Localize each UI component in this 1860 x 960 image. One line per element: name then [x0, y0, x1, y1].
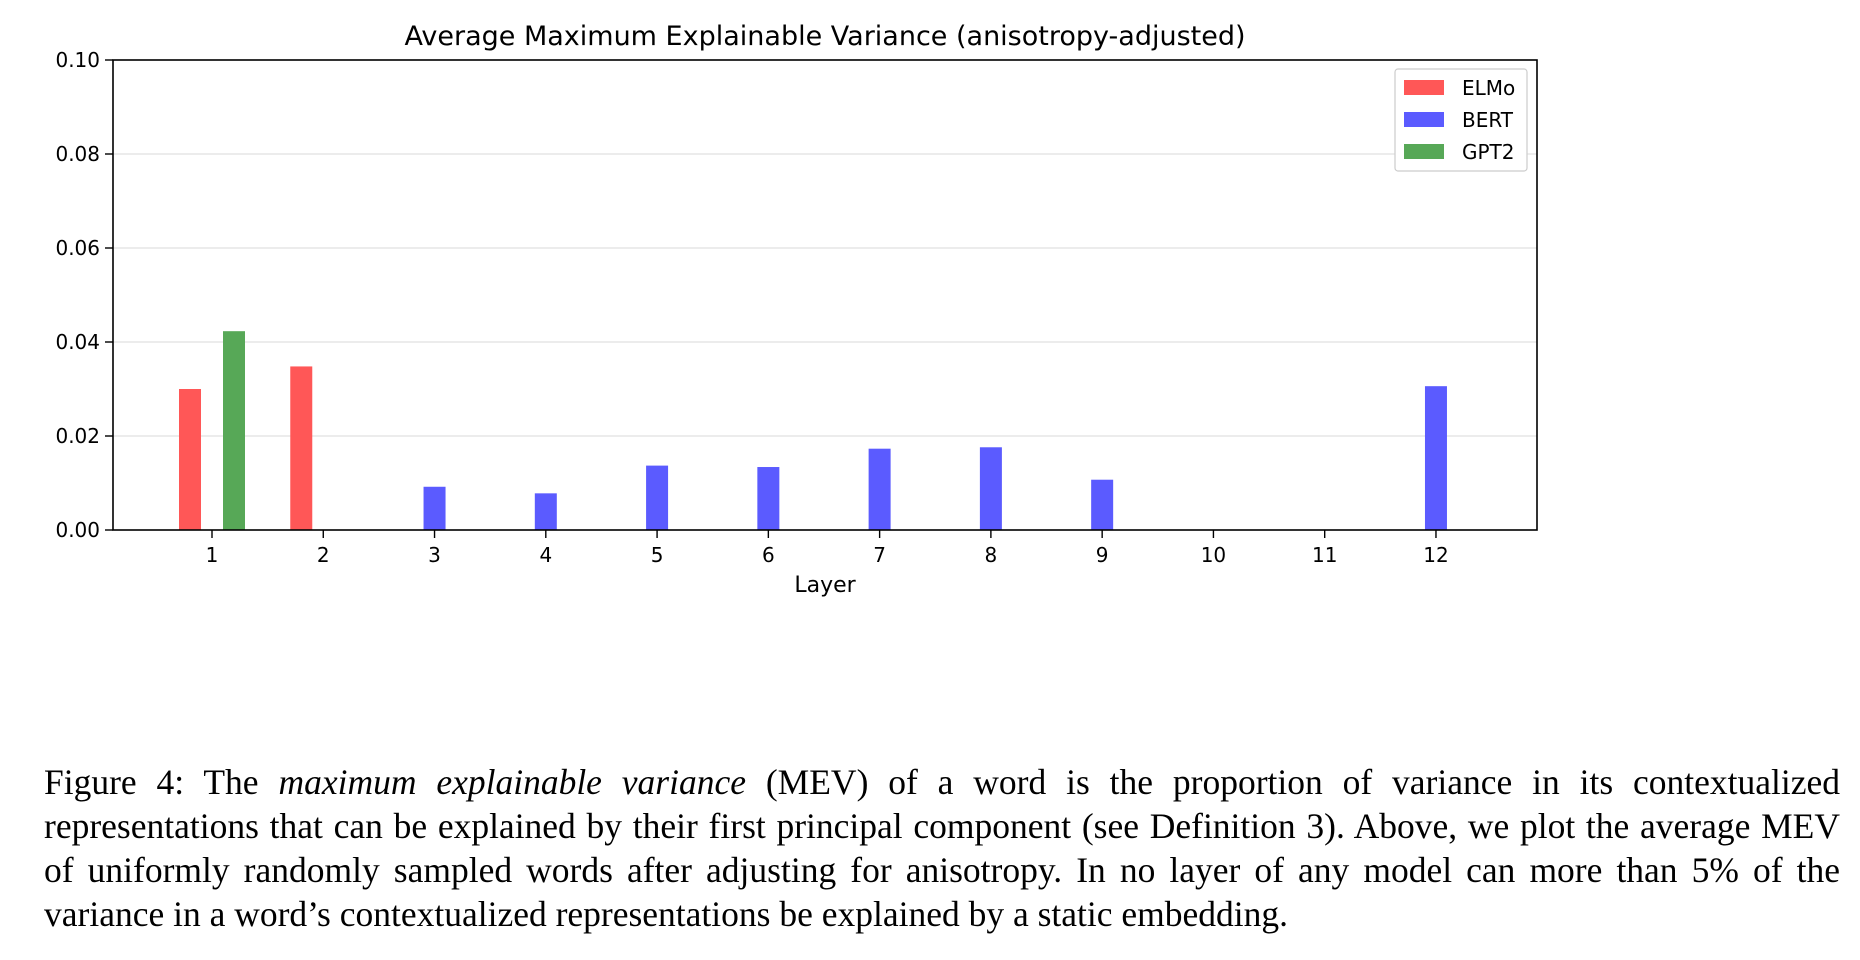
bar-gpt2-layer-1: [223, 331, 245, 530]
x-tick-label: 10: [1201, 543, 1226, 567]
bar-bert-layer-5: [646, 465, 669, 530]
y-axis: 0.00 0.02 0.04 0.06 0.08 0.10: [55, 48, 113, 542]
y-tick-label: 0.04: [55, 330, 100, 354]
x-tick-label: 5: [651, 543, 664, 567]
bars: [179, 331, 1447, 530]
bar-bert-layer-4: [534, 493, 557, 530]
legend-label-bert: BERT: [1462, 108, 1514, 132]
legend: ELMo BERT GPT2: [1394, 68, 1528, 172]
y-tick-label: 0.02: [55, 424, 100, 448]
caption-term: maximum explainable variance: [278, 762, 746, 802]
y-tick-label: 0.00: [55, 518, 100, 542]
gridlines: [113, 153, 1537, 437]
caption-label: Figure 4: The: [44, 762, 279, 802]
figure-caption: Figure 4: The maximum explainable varian…: [44, 760, 1840, 936]
x-tick-label: 11: [1312, 543, 1337, 567]
y-tick-label: 0.10: [55, 48, 100, 72]
x-axis: 1 2 3 4 5 6 7 8 9 10 11 12: [206, 530, 1449, 567]
x-tick-label: 7: [873, 543, 886, 567]
bar-bert-layer-3: [423, 486, 446, 530]
x-tick-label: 1: [206, 543, 219, 567]
legend-label-elmo: ELMo: [1462, 76, 1515, 100]
bar-bert-layer-9: [1091, 479, 1114, 530]
x-tick-label: 6: [762, 543, 775, 567]
legend-swatch-bert: [1404, 112, 1444, 127]
caption-body: (MEV) of a word is the proportion of var…: [44, 762, 1840, 934]
y-tick-label: 0.06: [55, 236, 100, 260]
bar-bert-layer-12: [1424, 386, 1447, 530]
legend-swatch-gpt2: [1404, 144, 1444, 159]
legend-swatch-elmo: [1404, 80, 1444, 95]
legend-label-gpt2: GPT2: [1462, 140, 1515, 164]
x-axis-label: Layer: [794, 573, 856, 598]
x-tick-label: 12: [1423, 543, 1448, 567]
x-tick-label: 3: [428, 543, 441, 567]
mev-bar-chart: 0.000.020.040.060.080.10 1 2 3 4 5 6 7 8 9 10 11 12…: [55, 21, 1538, 598]
bar-bert-layer-7: [868, 448, 891, 530]
y-tick-label: 0.08: [55, 142, 100, 166]
bar-elmo-layer-2: [290, 366, 313, 530]
bar-bert-layer-8: [979, 447, 1002, 530]
x-tick-label: 2: [317, 543, 330, 567]
x-tick-label: 8: [985, 543, 998, 567]
bar-bert-layer-6: [757, 467, 780, 530]
bar-elmo-layer-1: [179, 389, 201, 530]
x-tick-label: 4: [539, 543, 552, 567]
chart-title: Average Maximum Explainable Variance (an…: [404, 21, 1245, 52]
plot-frame: [112, 59, 1538, 531]
x-tick-label: 9: [1096, 543, 1109, 567]
